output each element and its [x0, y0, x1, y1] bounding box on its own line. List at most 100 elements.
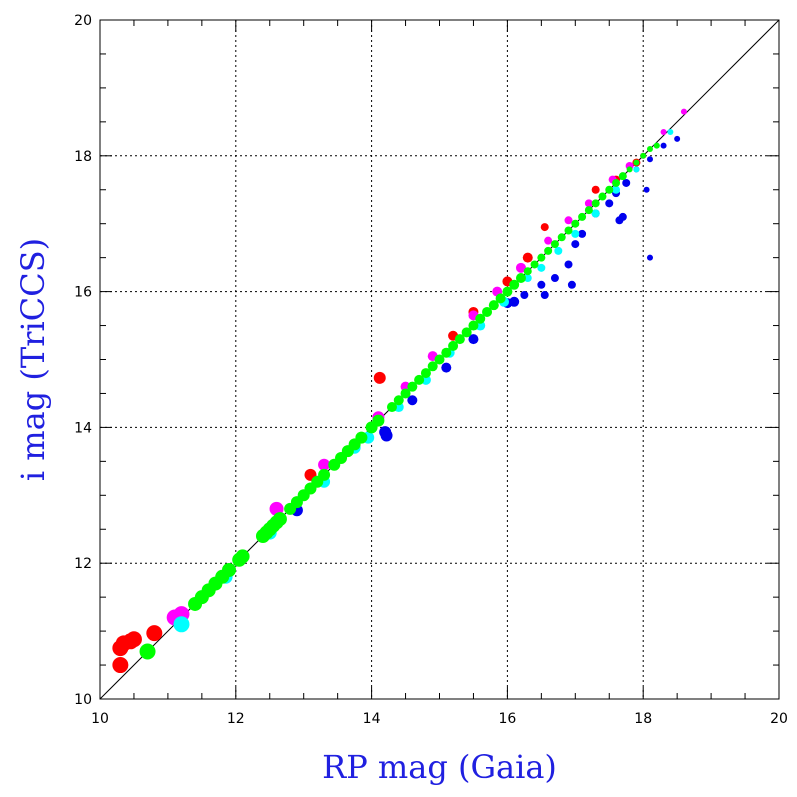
data-point-blue	[537, 280, 546, 289]
x-tick-label: 10	[91, 711, 109, 727]
y-tick-label: 10	[74, 692, 92, 708]
data-point-green	[598, 192, 607, 201]
data-point-blue	[540, 290, 549, 299]
data-point-blue	[567, 280, 576, 289]
data-point-green	[427, 361, 438, 372]
data-point-blue	[646, 254, 653, 261]
data-point-blue	[674, 135, 681, 142]
data-point-green	[420, 368, 431, 379]
data-point-green	[646, 146, 653, 153]
data-point-red	[373, 371, 386, 384]
data-point-blue	[622, 178, 631, 187]
data-point-green	[530, 260, 539, 269]
data-point-green	[626, 166, 633, 173]
data-point-green	[591, 199, 600, 208]
data-point-magenta	[544, 236, 553, 245]
y-tick-label: 12	[74, 556, 92, 572]
data-point-green	[434, 354, 445, 365]
data-point-green	[523, 267, 532, 276]
data-point-magenta	[584, 199, 593, 208]
data-point-green	[605, 185, 614, 194]
data-point-magenta	[680, 108, 687, 115]
data-point-blue	[578, 229, 587, 238]
data-point-cyan	[537, 263, 546, 272]
data-point-green	[653, 142, 660, 149]
data-point-green	[222, 562, 237, 577]
data-point-blue	[643, 186, 650, 193]
data-point-red	[540, 223, 549, 232]
data-point-blue	[550, 274, 559, 283]
data-point-blue	[564, 260, 573, 269]
data-point-green	[235, 549, 250, 564]
data-point-blue	[407, 395, 418, 406]
data-point-green	[468, 320, 479, 331]
data-point-blue	[520, 290, 529, 299]
data-point-cyan	[523, 274, 532, 283]
data-point-green	[441, 347, 452, 358]
data-point-cyan	[667, 129, 674, 136]
y-axis-title: i mag (TriCCS)	[14, 238, 52, 481]
data-point-green	[372, 414, 385, 427]
data-point-blue	[618, 212, 627, 221]
data-point-green	[640, 152, 647, 159]
data-point-green	[400, 388, 411, 399]
data-point-green	[550, 240, 559, 249]
data-point-cyan	[591, 209, 600, 218]
data-point-red	[146, 625, 163, 642]
y-tick-label: 14	[74, 420, 92, 436]
data-point-red	[522, 252, 533, 263]
data-point-green	[488, 300, 499, 311]
data-point-green	[448, 340, 459, 351]
data-point-green	[414, 374, 425, 385]
data-point-magenta	[660, 129, 667, 136]
x-tick-label: 14	[363, 711, 381, 727]
data-point-blue	[441, 362, 452, 373]
data-point-green	[139, 643, 156, 660]
data-point-green	[482, 306, 493, 317]
data-point-cyan	[554, 246, 563, 255]
data-point-green	[618, 172, 627, 181]
data-point-green	[633, 159, 640, 166]
data-point-magenta	[318, 458, 331, 471]
axis-ticks	[99, 19, 780, 700]
tick-labels: 10 12 14 16 18 20 10 12 14 16 18 20	[74, 13, 788, 727]
y-tick-label: 18	[74, 149, 92, 165]
data-point-green	[584, 206, 593, 215]
data-point-blue	[571, 240, 580, 249]
data-point-red	[125, 631, 142, 648]
data-point-green	[318, 468, 331, 481]
data-point-red	[112, 657, 129, 674]
grid-lines	[100, 20, 779, 699]
x-axis-title: RP mag (Gaia)	[322, 748, 557, 786]
data-point-magenta	[515, 262, 526, 273]
data-point-green	[564, 226, 573, 235]
data-point-red	[591, 185, 600, 194]
x-tick-label: 20	[770, 711, 788, 727]
x-tick-label: 18	[634, 711, 652, 727]
data-point-green	[475, 313, 486, 324]
data-point-green	[272, 512, 287, 527]
x-tick-label: 12	[227, 711, 245, 727]
data-point-green	[407, 381, 418, 392]
data-point-green	[544, 246, 553, 255]
data-point-blue	[509, 296, 520, 307]
data-point-green	[509, 279, 520, 290]
data-point-blue	[646, 156, 653, 163]
data-point-green	[393, 395, 404, 406]
data-point-green	[612, 178, 621, 187]
data-point-green	[454, 334, 465, 345]
data-point-cyan	[173, 616, 190, 633]
data-point-green	[571, 219, 580, 228]
data-point-green	[537, 253, 546, 262]
y-tick-label: 16	[74, 285, 92, 301]
data-point-green	[502, 286, 513, 297]
data-point-blue	[380, 429, 393, 442]
data-point-green	[495, 293, 506, 304]
y-tick-label: 20	[74, 13, 92, 29]
x-tick-label: 16	[498, 711, 516, 727]
data-point-magenta	[564, 216, 573, 225]
data-point-green	[386, 402, 397, 413]
data-point-blue	[605, 199, 614, 208]
data-point-cyan	[571, 229, 580, 238]
